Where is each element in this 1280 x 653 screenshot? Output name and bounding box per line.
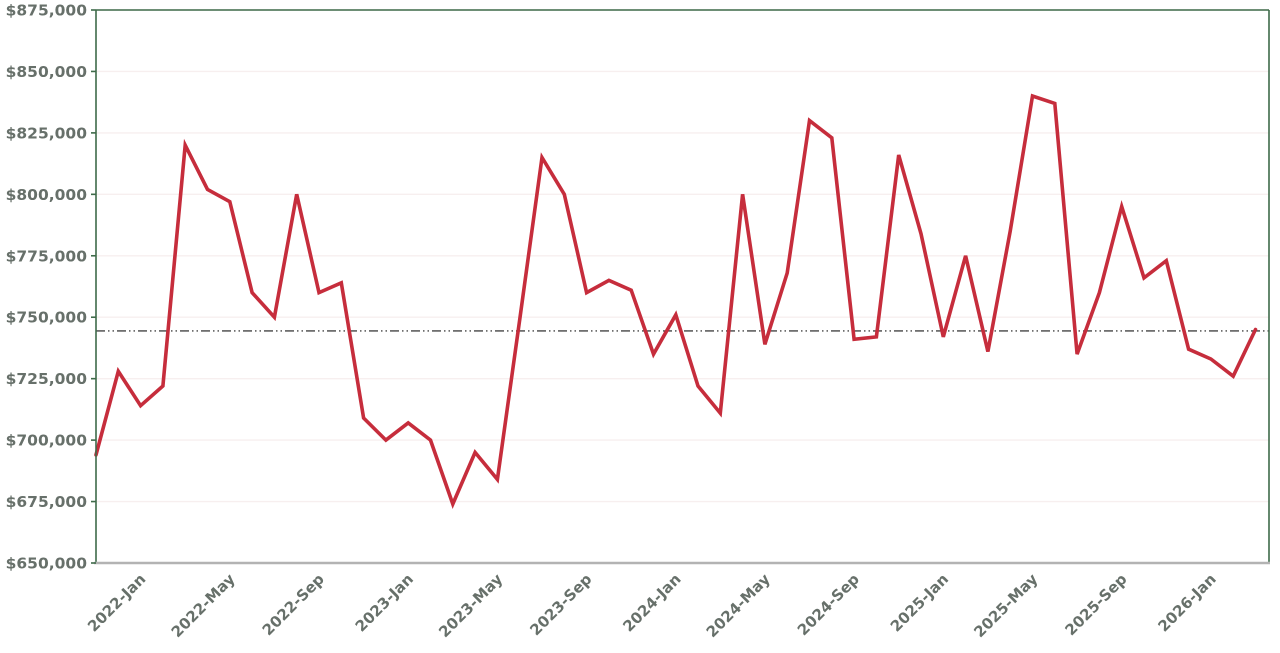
y-axis-label: $800,000 [6,186,88,204]
x-axis-label: 2022-May [168,570,239,641]
y-axis-label: $775,000 [6,247,88,265]
x-axis-label: 2024-Jan [619,570,684,635]
y-axis-label: $650,000 [6,555,88,573]
x-axis-label: 2022-Sep [259,570,328,639]
x-axis-label: 2025-Sep [1061,570,1130,639]
y-axis-label: $750,000 [6,309,88,327]
y-axis-label: $850,000 [6,63,88,81]
y-axis-label: $675,000 [6,493,88,511]
x-axis-label: 2023-May [435,570,506,641]
y-axis-label: $875,000 [6,2,88,20]
price-series-line [94,93,1258,509]
x-axis-label: 2023-Sep [526,570,595,639]
x-axis-label: 2024-Sep [794,570,863,639]
x-axis-label: 2025-May [970,570,1041,641]
x-axis-label: 2022-Jan [84,570,149,635]
y-axis-label: $700,000 [6,432,88,450]
y-axis-label: $725,000 [6,370,88,388]
x-axis-label: 2026-Jan [1154,570,1219,635]
x-axis-label: 2023-Jan [352,570,417,635]
y-axis-label: $825,000 [6,124,88,142]
x-axis-label: 2024-May [703,570,774,641]
x-axis-label: 2025-Jan [887,570,952,635]
